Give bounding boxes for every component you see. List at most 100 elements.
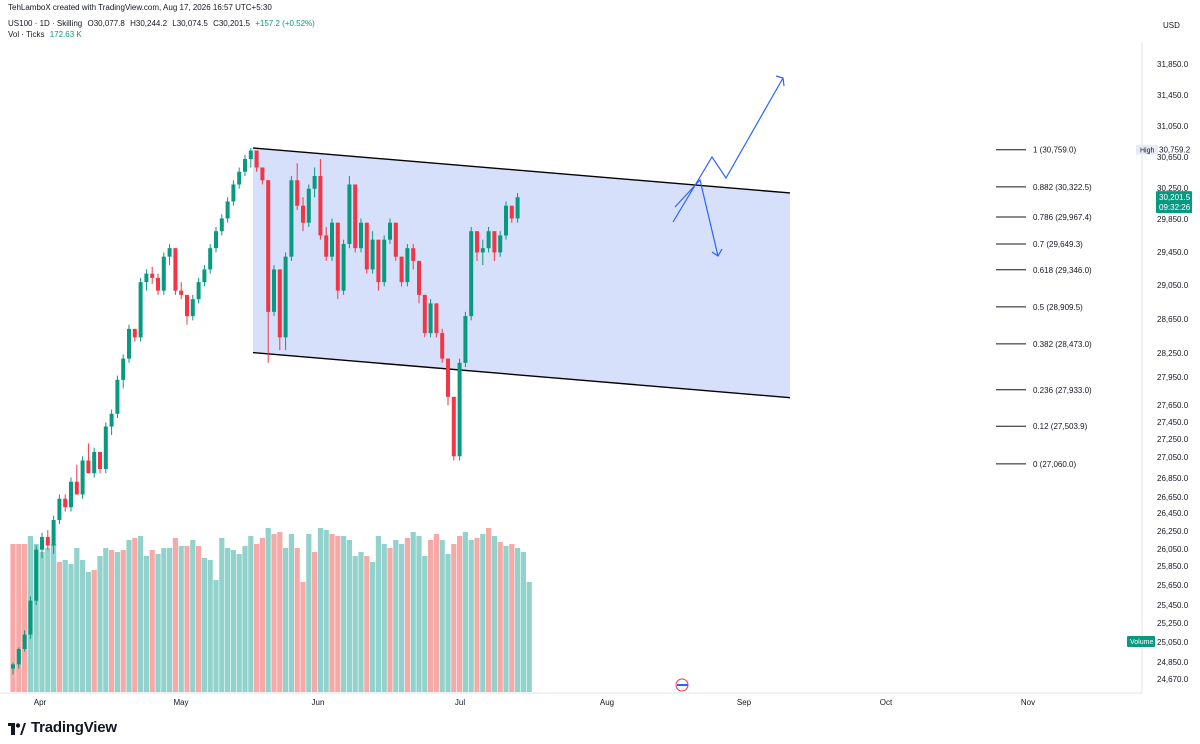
volume-bar [242, 546, 247, 692]
y-tick-label: 25,250.0 [1157, 619, 1189, 628]
fib-level-label: 0.382 (28,473.0) [1033, 340, 1092, 349]
candle-body [307, 189, 311, 223]
volume-info[interactable]: Vol · Ticks 172.63 K [8, 30, 85, 40]
y-tick-label: 29,450.0 [1157, 248, 1189, 257]
y-tick-label: 25,650.0 [1157, 581, 1189, 590]
volume-indicator-value: 172.63 K [50, 30, 82, 39]
candle-body [173, 248, 177, 290]
volume-bar [416, 536, 421, 692]
candle-body [121, 359, 125, 380]
candle-body [382, 240, 386, 282]
y-tick-label: 26,250.0 [1157, 527, 1189, 536]
candle-body [243, 159, 247, 172]
volume-bar [358, 552, 363, 692]
volume-bar [434, 534, 439, 692]
y-tick-label: 31,450.0 [1157, 91, 1189, 100]
volume-bar [68, 564, 73, 692]
candle-body [458, 363, 462, 456]
volume-bar [51, 544, 56, 692]
channel-pattern[interactable] [253, 148, 790, 398]
candle-body [81, 461, 85, 495]
candle-body [498, 235, 502, 252]
volume-bar [92, 570, 97, 692]
volume-bar [231, 550, 236, 692]
candle-body [144, 274, 148, 282]
volume-bar [271, 534, 276, 692]
volume-bar [503, 546, 508, 692]
fib-level-label: 0.882 (30,322.5) [1033, 183, 1092, 192]
y-tick-label: 24,850.0 [1157, 658, 1189, 667]
fib-level-label: 0.5 (28,909.5) [1033, 303, 1083, 312]
candle-body [400, 257, 404, 282]
y-tick-label: 27,650.0 [1157, 401, 1189, 410]
volume-bar [190, 540, 195, 692]
volume-bar [173, 538, 178, 692]
volume-bar [109, 550, 114, 692]
volume-bar [167, 548, 172, 692]
candle-body [440, 333, 444, 358]
candle-body [487, 231, 491, 248]
volume-tag-label: Volume [1130, 639, 1153, 646]
candle-body [371, 240, 375, 270]
bullish-arrow-head [776, 76, 784, 86]
volume-bar [277, 532, 282, 692]
volume-bar [300, 582, 305, 692]
currency-label[interactable]: USD [1163, 21, 1180, 30]
fib-retracement[interactable]: 1 (30,759.0) 0.882 (30,322.5) 0.786 (29,96… [996, 146, 1092, 469]
y-tick-label: 29,850.0 [1157, 215, 1189, 224]
candle-body [260, 167, 264, 180]
y-tick-label: 26,450.0 [1157, 509, 1189, 518]
candle-body [504, 206, 508, 236]
candle-body [342, 244, 346, 291]
candle-body [284, 257, 288, 338]
candle-body [249, 151, 253, 159]
credit-line: TehLamboX created with TradingView.com, … [8, 3, 275, 13]
volume-bar [115, 552, 120, 692]
symbol-info[interactable]: US100 · 1D · Skilling O30,077.8 H30,244.… [8, 19, 318, 29]
x-tick-label: Apr [34, 698, 47, 707]
volume-bar [63, 560, 68, 692]
y-tick-label: 29,050.0 [1157, 281, 1189, 290]
ohlc-low: L30,074.5 [172, 19, 208, 28]
candle-body [17, 649, 21, 664]
ohlc-close: C30,201.5 [213, 19, 250, 28]
candle-body [86, 461, 90, 474]
symbol-name[interactable]: US100 · 1D · Skilling [8, 19, 82, 28]
channel-fill [253, 148, 790, 398]
candle-body [11, 664, 15, 668]
candle-body [197, 282, 201, 299]
volume-bar [126, 540, 131, 692]
volume-bar [521, 552, 526, 692]
candle-body [92, 452, 96, 473]
candle-countdown: 09:32:26 [1159, 203, 1191, 212]
volume-indicator-name[interactable]: Vol · Ticks [8, 30, 44, 39]
high-tag-label: High [1140, 148, 1155, 155]
volume-bar [376, 536, 381, 692]
volume-bar [312, 552, 317, 692]
high-tag-value: 30,759.2 [1159, 146, 1191, 155]
y-tick-label: 28,650.0 [1157, 315, 1189, 324]
volume-bar [463, 532, 468, 692]
candle-body [220, 218, 224, 231]
candle-body [214, 231, 218, 248]
candle-body [301, 206, 305, 223]
candle-body [429, 303, 433, 333]
tradingview-logo[interactable]: TradingView [8, 719, 117, 736]
candle-body [359, 223, 363, 248]
candle-body [231, 184, 235, 201]
y-tick-label: 25,050.0 [1157, 638, 1189, 647]
volume-bar [451, 544, 456, 692]
ohlc-change: +157.2 (+0.52%) [255, 19, 315, 28]
volume-bar [213, 580, 218, 692]
volume-bar [469, 540, 474, 692]
y-tick-label: 27,250.0 [1157, 435, 1189, 444]
volume-bar [422, 556, 427, 692]
candle-body [28, 601, 32, 635]
volume-bar [474, 538, 479, 692]
ohlc-high: H30,244.2 [130, 19, 167, 28]
candle-body [417, 261, 421, 295]
fib-level-label: 0.12 (27,503.9) [1033, 422, 1088, 431]
y-tick-label: 27,050.0 [1157, 453, 1189, 462]
candle-body [150, 274, 154, 278]
candle-body [179, 291, 183, 295]
